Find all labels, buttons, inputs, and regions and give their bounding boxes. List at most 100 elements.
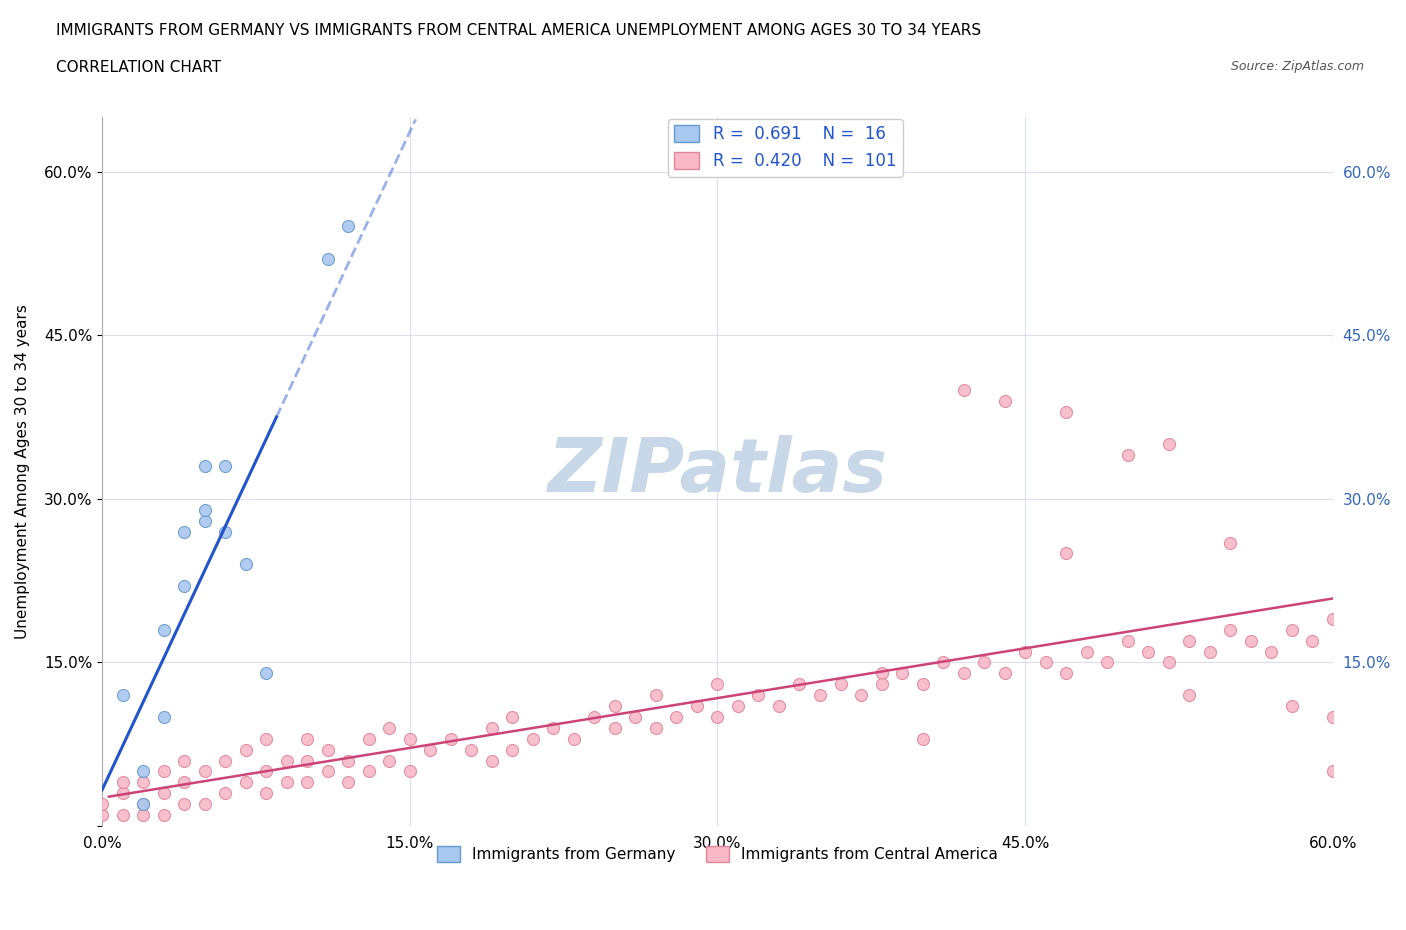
Point: [1116, 633, 1139, 648]
Point: [254, 731, 277, 746]
Point: [1116, 448, 1139, 463]
Point: [1137, 644, 1160, 659]
Text: CORRELATION CHART: CORRELATION CHART: [56, 60, 221, 75]
Point: [152, 786, 174, 801]
Point: [952, 382, 974, 397]
Point: [297, 775, 319, 790]
Point: [152, 764, 174, 779]
Y-axis label: Unemployment Among Ages 30 to 34 years: Unemployment Among Ages 30 to 34 years: [15, 304, 30, 639]
Point: [768, 698, 790, 713]
Point: [254, 786, 277, 801]
Point: [152, 807, 174, 822]
Point: [235, 742, 257, 757]
Point: [1219, 535, 1241, 550]
Point: [111, 687, 134, 702]
Point: [132, 764, 155, 779]
Point: [214, 786, 236, 801]
Point: [645, 687, 668, 702]
Text: ZIPatlas: ZIPatlas: [547, 435, 887, 508]
Point: [501, 742, 523, 757]
Point: [1054, 666, 1077, 681]
Point: [194, 797, 217, 812]
Point: [645, 721, 668, 736]
Point: [911, 731, 934, 746]
Point: [994, 666, 1017, 681]
Point: [706, 677, 728, 692]
Point: [1054, 546, 1077, 561]
Point: [1076, 644, 1098, 659]
Legend: Immigrants from Germany, Immigrants from Central America: Immigrants from Germany, Immigrants from…: [430, 840, 1004, 868]
Point: [173, 753, 195, 768]
Text: Source: ZipAtlas.com: Source: ZipAtlas.com: [1230, 60, 1364, 73]
Point: [91, 807, 114, 822]
Point: [316, 742, 339, 757]
Point: [132, 807, 155, 822]
Point: [891, 666, 914, 681]
Point: [297, 731, 319, 746]
Point: [194, 502, 217, 517]
Point: [1157, 437, 1180, 452]
Point: [952, 666, 974, 681]
Point: [1301, 633, 1323, 648]
Point: [152, 710, 174, 724]
Point: [1157, 655, 1180, 670]
Point: [235, 557, 257, 572]
Point: [173, 775, 195, 790]
Point: [173, 797, 195, 812]
Point: [254, 666, 277, 681]
Point: [214, 525, 236, 539]
Point: [235, 775, 257, 790]
Point: [481, 753, 503, 768]
Point: [111, 807, 134, 822]
Point: [337, 219, 360, 233]
Point: [194, 458, 217, 473]
Point: [440, 731, 463, 746]
Point: [706, 710, 728, 724]
Point: [111, 775, 134, 790]
Point: [378, 753, 401, 768]
Point: [1219, 622, 1241, 637]
Point: [1178, 687, 1201, 702]
Point: [1322, 710, 1344, 724]
Point: [932, 655, 955, 670]
Point: [337, 753, 360, 768]
Point: [481, 721, 503, 736]
Point: [603, 698, 626, 713]
Point: [357, 764, 380, 779]
Point: [419, 742, 441, 757]
Point: [460, 742, 482, 757]
Point: [522, 731, 544, 746]
Point: [1035, 655, 1057, 670]
Point: [398, 731, 420, 746]
Point: [1178, 633, 1201, 648]
Point: [173, 525, 195, 539]
Point: [603, 721, 626, 736]
Point: [357, 731, 380, 746]
Point: [1260, 644, 1282, 659]
Point: [808, 687, 831, 702]
Point: [665, 710, 688, 724]
Point: [870, 677, 893, 692]
Point: [91, 797, 114, 812]
Point: [583, 710, 606, 724]
Point: [132, 797, 155, 812]
Point: [214, 753, 236, 768]
Point: [849, 687, 872, 702]
Point: [1095, 655, 1118, 670]
Text: IMMIGRANTS FROM GERMANY VS IMMIGRANTS FROM CENTRAL AMERICA UNEMPLOYMENT AMONG AG: IMMIGRANTS FROM GERMANY VS IMMIGRANTS FR…: [56, 23, 981, 38]
Point: [276, 775, 298, 790]
Point: [214, 458, 236, 473]
Point: [1322, 611, 1344, 626]
Point: [1240, 633, 1263, 648]
Point: [543, 721, 565, 736]
Point: [747, 687, 769, 702]
Point: [624, 710, 647, 724]
Point: [562, 731, 585, 746]
Point: [398, 764, 420, 779]
Point: [276, 753, 298, 768]
Point: [501, 710, 523, 724]
Point: [994, 393, 1017, 408]
Point: [870, 666, 893, 681]
Point: [132, 775, 155, 790]
Point: [911, 677, 934, 692]
